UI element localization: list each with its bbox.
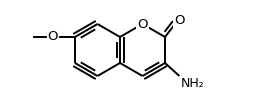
Text: NH₂: NH₂ xyxy=(180,77,204,90)
Text: O: O xyxy=(48,30,58,44)
Text: O: O xyxy=(174,14,184,27)
Text: O: O xyxy=(137,18,148,30)
